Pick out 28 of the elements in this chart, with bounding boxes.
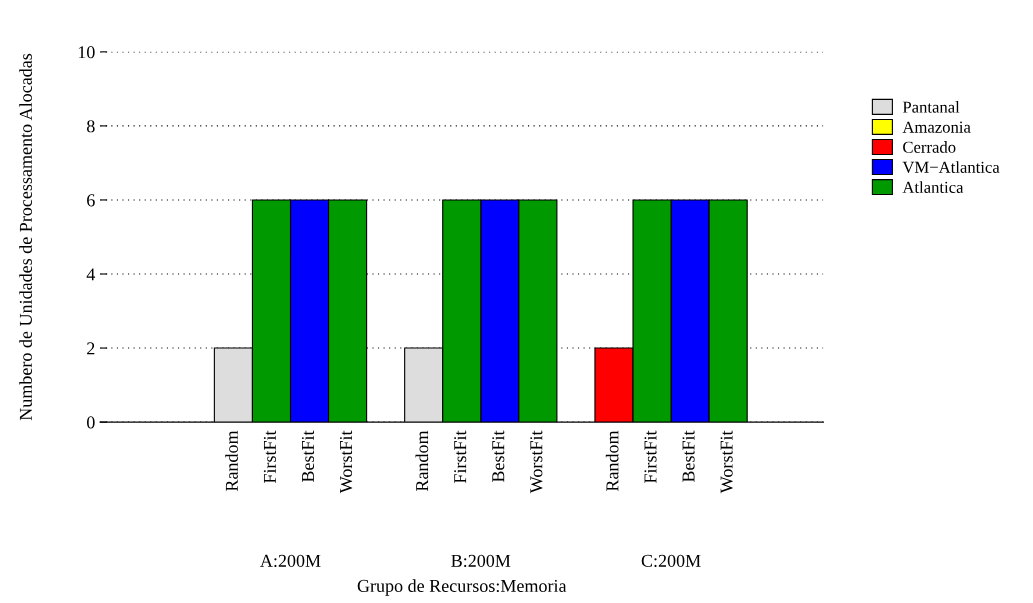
legend-label: Pantanal xyxy=(902,101,960,113)
y-tick-label: 0 xyxy=(87,416,95,429)
x-tick-label: BestFit xyxy=(301,430,315,483)
x-tick-label: WorstFit xyxy=(339,430,353,494)
x-tick-label: BestFit xyxy=(492,430,505,483)
y-tick-label: 4 xyxy=(86,268,96,281)
x-tick-label: WorstFit xyxy=(530,430,543,494)
x-tick-label: Random xyxy=(415,430,429,492)
x-tick-label: WorstFit xyxy=(720,430,733,494)
x-tick-label: Random xyxy=(225,430,238,492)
legend-label: Amazonia xyxy=(902,121,971,133)
text: A:200M xyxy=(260,554,321,567)
y-tick-label: 8 xyxy=(87,120,95,133)
legend-label: VM−Atlantica xyxy=(902,161,1000,173)
x-tick-label: FirstFit xyxy=(644,430,657,484)
x-tick-label: FirstFit xyxy=(263,430,276,484)
text: B:200M xyxy=(451,554,511,567)
x-axis-title: Grupo de Recursos:Memoria xyxy=(357,579,567,596)
x-tick-label: Random xyxy=(605,430,619,492)
legend-label: Atlantica xyxy=(902,181,964,193)
y-tick-label: 10 xyxy=(78,46,95,59)
text: C:200M xyxy=(641,554,701,567)
y-tick-label: 2 xyxy=(87,342,95,355)
y-tick-label: 6 xyxy=(87,194,95,207)
legend-label: Cerrado xyxy=(903,141,956,153)
x-tick-label: FirstFit xyxy=(454,430,467,484)
x-tick-label: BestFit xyxy=(682,430,695,483)
y-axis-title: Numbero de Unidades de Processamento Alocadas xyxy=(19,53,32,421)
